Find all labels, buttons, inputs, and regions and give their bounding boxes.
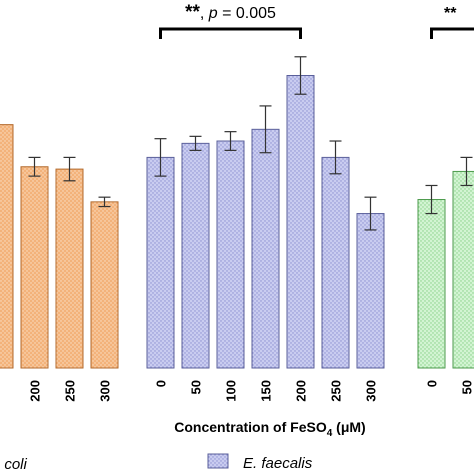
legend-label-coli: . coli [0, 456, 28, 473]
bar-faecalis-1 [181, 142, 210, 369]
bar-coli-0 [0, 124, 14, 369]
bar-faecalis-6 [356, 213, 385, 369]
error-bar-faecalis-1 [189, 135, 202, 151]
tick-label-third-1: 50 [460, 380, 474, 394]
significance-bracket-third [430, 27, 474, 39]
legend-label-faecalis: E. faecalis [243, 455, 313, 472]
error-bar-faecalis-4 [294, 56, 307, 95]
tick-label-faecalis-0: 0 [154, 380, 169, 387]
error-bar-faecalis-3 [259, 105, 272, 154]
bar-faecalis-4 [286, 75, 315, 369]
bar-faecalis-5 [321, 156, 350, 369]
bar-coli-3 [90, 201, 119, 369]
error-bar-faecalis-6 [364, 196, 377, 231]
bar-coli-1 [20, 166, 49, 369]
bar-faecalis-0 [146, 156, 175, 369]
legend: . coli E. faecalis [0, 453, 313, 473]
error-bar-coli-1 [28, 156, 41, 177]
tick-label-coli-3: 300 [98, 380, 113, 402]
tick-label-faecalis-2: 100 [224, 380, 239, 402]
error-bar-coli-2 [63, 156, 76, 182]
bar-faecalis-2 [216, 140, 245, 369]
x-axis-label: Concentration of FeSO4 (μM) [174, 419, 365, 439]
tick-label-faecalis-5: 250 [329, 380, 344, 402]
tick-label-faecalis-3: 150 [259, 380, 274, 402]
tick-label-third-0: 0 [425, 380, 440, 387]
tick-label-faecalis-1: 50 [189, 380, 204, 394]
significance-bracket-faecalis [159, 27, 302, 39]
bar-faecalis-3 [251, 128, 280, 369]
bar-third-1 [452, 170, 474, 369]
tick-label-faecalis-6: 300 [364, 380, 379, 402]
tick-label-coli-2: 250 [63, 380, 78, 402]
tick-label-coli-1: 200 [28, 380, 43, 402]
tick-label-faecalis-4: 200 [294, 380, 309, 402]
legend-swatch-faecalis [207, 453, 229, 469]
error-bar-faecalis-5 [329, 140, 342, 175]
error-bar-faecalis-0 [154, 138, 167, 177]
error-bar-third-0 [425, 184, 438, 215]
error-bar-third-1 [460, 156, 473, 187]
bar-third-0 [417, 199, 446, 369]
significance-label-third: ** [444, 5, 457, 22]
significance-label-faecalis: **, p = 0.005 [185, 2, 276, 23]
error-bar-coli-3 [98, 196, 111, 208]
bar-coli-2 [55, 168, 84, 369]
error-bar-faecalis-2 [224, 131, 237, 151]
